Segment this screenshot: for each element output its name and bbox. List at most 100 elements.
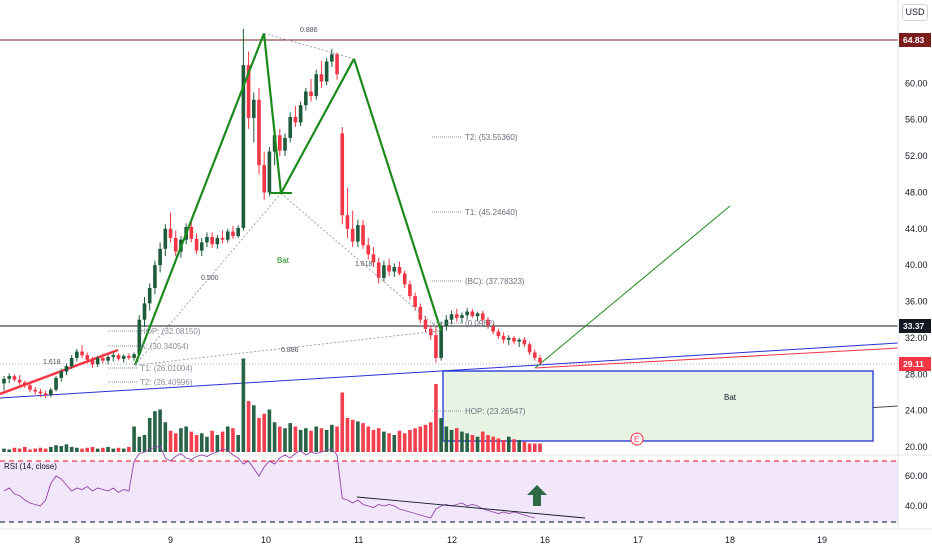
candle-body — [418, 307, 423, 320]
candle-body — [304, 91, 308, 106]
time-axis-tick: 18 — [725, 535, 735, 545]
candle-body — [189, 227, 194, 239]
volume-bar — [465, 433, 469, 452]
volume-bar — [428, 422, 433, 452]
volume-bar — [350, 419, 355, 452]
price-axis-tick: 56.00 — [905, 115, 928, 125]
time-axis-tick: 17 — [633, 535, 643, 545]
candle-body — [215, 237, 220, 245]
volume-bar — [506, 436, 511, 452]
candle-body — [251, 99, 256, 118]
ratio-xb-label: 0.500 — [201, 275, 219, 282]
price-axis-tick: 20.00 — [905, 442, 928, 452]
candle-body — [486, 319, 490, 327]
time-axis-tick: 10 — [261, 535, 271, 545]
currency-button[interactable]: USD — [902, 4, 928, 21]
candle-body — [538, 357, 542, 363]
candle-body — [314, 74, 319, 97]
volume-bar — [486, 435, 490, 452]
volume-bar — [361, 423, 365, 452]
candle-body — [366, 245, 371, 255]
candle-body — [470, 311, 475, 317]
old-level-label: T2: (26.40996) — [140, 378, 193, 387]
price-badge-label: 33.37 — [903, 321, 925, 331]
candle-body — [356, 225, 360, 242]
candle-body — [236, 227, 240, 237]
harmonic-ratio-line — [280, 193, 442, 331]
volume-bar — [12, 447, 17, 452]
volume-bar — [111, 448, 116, 452]
volume-bar — [293, 426, 298, 452]
candle-body — [49, 389, 53, 396]
candle-body — [501, 336, 506, 340]
volume-bar — [475, 436, 480, 452]
currency-label: USD — [905, 7, 925, 17]
candle-body — [434, 335, 438, 358]
candle-body — [350, 228, 355, 242]
volume-bar — [101, 447, 105, 452]
volume-bar — [496, 438, 501, 452]
volume-bar — [23, 446, 27, 452]
time-axis-tick: 8 — [75, 535, 80, 545]
volume-bar — [241, 358, 246, 452]
candle-body — [371, 254, 376, 263]
volume-bar — [184, 426, 188, 452]
candle-body — [506, 337, 511, 340]
candle-body — [262, 165, 266, 193]
candle-body — [283, 137, 287, 151]
rsi-indicator-label: RSI (14, close) — [4, 462, 57, 471]
volume-bar — [2, 448, 6, 452]
volume-bar — [142, 435, 147, 452]
candle-body — [69, 357, 74, 367]
candle-body — [95, 357, 100, 365]
price-axis-tick: 48.00 — [905, 187, 928, 197]
candle-body — [111, 355, 116, 357]
volume-bar — [210, 430, 214, 452]
candle-body — [392, 267, 397, 272]
harmonic-ratio-line — [263, 32, 355, 60]
bat-zone-label: Bat — [724, 393, 737, 402]
volume-bar — [38, 447, 43, 452]
old-level-label: A: (30.34054) — [140, 342, 189, 351]
candle-body — [101, 357, 105, 361]
candle-body — [460, 315, 464, 318]
old-level-label: T1: (26.01004) — [140, 364, 193, 373]
up-arrow-shape — [527, 485, 547, 506]
earnings-marker — [630, 432, 644, 446]
volume-bar — [413, 428, 417, 452]
volume-bar — [319, 428, 324, 452]
volume-bar — [408, 429, 412, 452]
volume-bar — [121, 448, 126, 452]
target-level-label: HOP: (23.26547) — [465, 407, 526, 416]
green-projection-line — [534, 205, 731, 369]
candle-body — [402, 273, 407, 285]
bat-zone — [442, 370, 874, 442]
candle-body — [376, 262, 381, 278]
volume-bar — [85, 447, 90, 452]
harmonic-ratio-line — [134, 193, 282, 366]
volume-bar — [283, 428, 287, 452]
harmonic-leg — [352, 58, 443, 331]
candle-body — [210, 237, 214, 245]
price-axis-tick: 60.00 — [905, 78, 928, 88]
volume-bar — [189, 431, 194, 452]
candle-body — [43, 393, 48, 396]
candle-body — [168, 228, 173, 238]
volume-bar — [288, 423, 293, 452]
volume-bar — [158, 409, 162, 452]
candle-body — [23, 382, 27, 386]
volume-bar — [257, 418, 261, 452]
up-arrow-icon — [527, 485, 547, 506]
candle-body — [246, 65, 251, 118]
volume-bar — [179, 428, 183, 452]
candle-body — [532, 352, 537, 358]
volume-bar — [402, 433, 407, 452]
harmonic-ratio-line — [134, 330, 442, 366]
ratio-left-label: 1.618 — [43, 359, 61, 366]
volume-bar — [454, 428, 459, 452]
candle-body — [241, 65, 246, 228]
volume-bar — [356, 421, 360, 452]
volume-bar — [434, 384, 438, 452]
volume-bar — [480, 431, 485, 452]
